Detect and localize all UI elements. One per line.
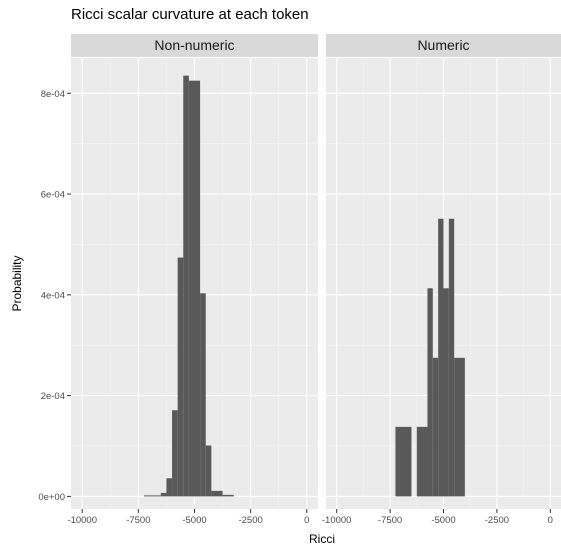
histogram-bar bbox=[443, 288, 449, 497]
histogram-bar bbox=[172, 410, 178, 497]
histogram-bar bbox=[160, 492, 167, 497]
y-tick-label: 6e-04 bbox=[41, 190, 65, 201]
histogram-bar bbox=[143, 495, 156, 497]
histogram-bar bbox=[448, 218, 455, 497]
x-tick-label: 0 bbox=[304, 515, 309, 526]
histogram-bar bbox=[427, 288, 433, 497]
y-axis: 0e+00 2e-04 4e-04 6e-04 8e-04 bbox=[38, 89, 71, 503]
histogram-bar bbox=[395, 426, 412, 497]
chart-title: Ricci scalar curvature at each token bbox=[71, 6, 309, 23]
y-axis-title: Probability bbox=[10, 255, 24, 311]
histogram-bar bbox=[438, 218, 444, 497]
x-tick-label: 0 bbox=[548, 515, 553, 526]
x-tick-label: -10000 bbox=[67, 515, 97, 526]
x-axis-title: Ricci bbox=[309, 532, 335, 546]
histogram-bar bbox=[432, 357, 439, 497]
histogram-bar bbox=[416, 426, 428, 497]
facet-strip-label: Numeric bbox=[417, 37, 469, 53]
x-tick-label: -2500 bbox=[238, 515, 262, 526]
x-tick-label: -7500 bbox=[126, 515, 150, 526]
histogram-bar bbox=[222, 494, 234, 497]
y-tick-label: 8e-04 bbox=[41, 89, 65, 100]
histogram-bar bbox=[177, 257, 184, 497]
histogram-bar bbox=[188, 80, 201, 497]
x-tick-label: -5000 bbox=[431, 515, 455, 526]
facet-panel-non-numeric: Non-numeric -10000 -7500 -5000 -2500 0 bbox=[67, 34, 318, 526]
histogram-bar bbox=[200, 293, 206, 497]
x-tick-label: -10000 bbox=[322, 515, 352, 526]
histogram-bar bbox=[183, 75, 189, 497]
facet-panel-numeric: Numeric -10000 -7500 -5000 -2500 0 bbox=[322, 34, 561, 526]
histogram-bar bbox=[211, 490, 223, 497]
facet-panels: Non-numeric-10000 -7500 -5000 -2500 0Numeric… bbox=[67, 34, 561, 526]
histogram-bar bbox=[454, 357, 465, 497]
facet-strip bbox=[71, 34, 318, 57]
histogram-bar bbox=[205, 445, 212, 497]
x-tick-label: -7500 bbox=[378, 515, 402, 526]
x-tick-label: -2500 bbox=[485, 515, 509, 526]
histogram-bar bbox=[166, 478, 173, 497]
facet-strip bbox=[326, 34, 561, 57]
facet-strip-label: Non-numeric bbox=[154, 37, 234, 53]
y-tick-label: 2e-04 bbox=[41, 391, 65, 402]
histogram-bar bbox=[155, 495, 161, 497]
y-tick-label: 4e-04 bbox=[41, 290, 65, 301]
y-tick-label: 0e+00 bbox=[38, 492, 65, 503]
x-tick-label: -5000 bbox=[182, 515, 206, 526]
